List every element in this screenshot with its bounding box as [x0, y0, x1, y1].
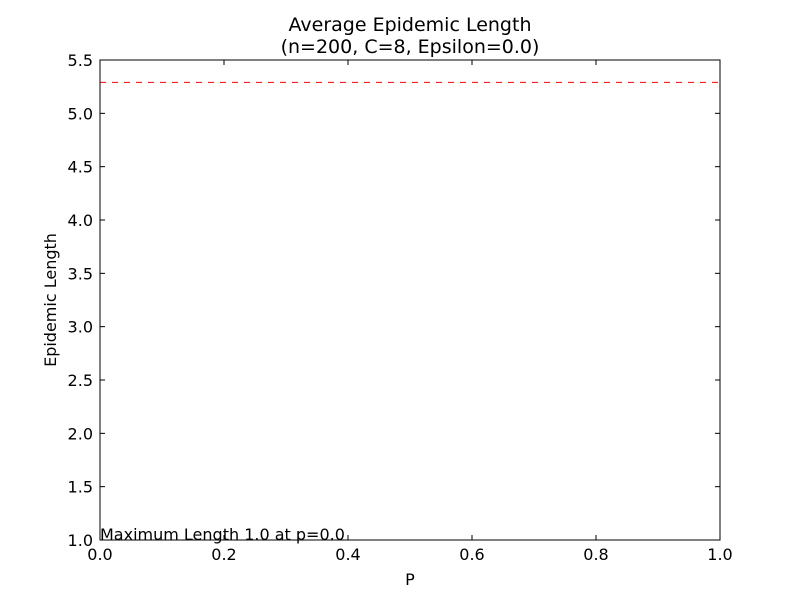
chart-subtitle: (n=200, C=8, Epsilon=0.0) — [281, 36, 540, 58]
y-tick-label: 4.0 — [68, 211, 93, 230]
y-tick-label: 3.0 — [68, 318, 93, 337]
y-tick-label: 5.5 — [68, 51, 93, 70]
x-tick-label: 0.2 — [211, 545, 236, 564]
y-axis-label: Epidemic Length — [41, 233, 60, 367]
chart-title: Average Epidemic Length — [289, 14, 532, 36]
plot-frame — [99, 59, 721, 541]
plot-area — [99, 59, 721, 541]
y-tick-label: 4.5 — [68, 158, 93, 177]
y-tick-label: 5.0 — [68, 104, 93, 123]
x-tick-label: 0.6 — [459, 545, 484, 564]
x-axis-label: P — [405, 570, 415, 589]
x-tick-label: 0.8 — [583, 545, 608, 564]
x-tick-label: 0.0 — [87, 545, 112, 564]
max-length-annotation: Maximum Length 1.0 at p=0.0 — [100, 525, 345, 544]
y-tick-label: 2.5 — [68, 371, 93, 390]
y-tick-label: 1.5 — [68, 478, 93, 497]
x-tick-label: 0.4 — [335, 545, 360, 564]
y-tick-label: 1.0 — [68, 531, 93, 550]
x-tick-label: 1.0 — [707, 545, 732, 564]
y-tick-label: 2.0 — [68, 424, 93, 443]
y-tick-label: 3.5 — [68, 264, 93, 283]
